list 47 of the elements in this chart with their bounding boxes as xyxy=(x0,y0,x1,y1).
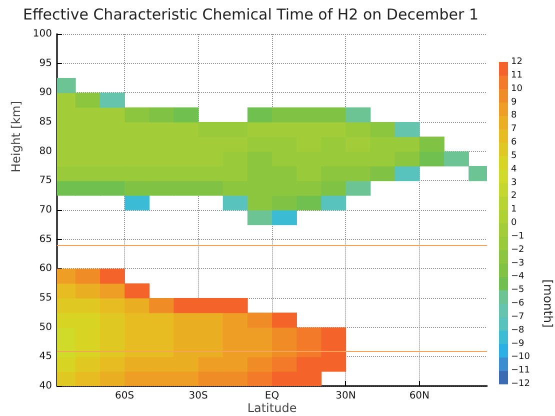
y-tick-label: 85 xyxy=(39,116,52,128)
color-bar-label: 12 xyxy=(511,57,522,67)
x-tick-label: 60N xyxy=(409,390,430,402)
color-bar-label: 10 xyxy=(511,84,523,94)
color-bar-label: −7 xyxy=(511,312,524,322)
y-tick-label: 45 xyxy=(39,351,52,362)
x-axis-title: Latitude xyxy=(247,401,297,415)
chart-title: Effective Characteristic Chemical Time of H2 on December 1 xyxy=(23,6,479,24)
color-bar-label: −1 xyxy=(511,231,524,242)
color-bar-label: −12 xyxy=(511,379,530,389)
y-tick-label: 90 xyxy=(39,87,52,98)
color-bar-label: 6 xyxy=(511,138,517,148)
color-bar-label: −11 xyxy=(511,366,530,376)
color-bar-label: 2 xyxy=(511,191,517,202)
y-tick-label: 65 xyxy=(39,234,52,245)
color-bar-label: 5 xyxy=(511,150,517,161)
y-tick-label: 50 xyxy=(39,322,52,333)
color-bar-label: −5 xyxy=(511,285,524,296)
color-bar-title: [month] xyxy=(541,279,555,328)
color-bar-label: −2 xyxy=(511,244,524,255)
color-bar-label: −4 xyxy=(511,272,525,282)
y-tick-label: 55 xyxy=(39,292,52,304)
color-bar-label: −9 xyxy=(511,338,525,349)
y-tick-label: 95 xyxy=(39,58,52,69)
x-tick-label: 30N xyxy=(336,390,356,402)
y-tick-label: 60 xyxy=(39,263,52,274)
y-tick-label: 70 xyxy=(39,204,52,216)
color-bar-label: 3 xyxy=(511,178,517,188)
color-bar-label: −6 xyxy=(511,298,525,308)
x-tick-label: 30S xyxy=(188,390,208,402)
color-bar-label: −10 xyxy=(511,352,530,362)
y-tick-label: 80 xyxy=(39,146,52,157)
color-bar-label: 0 xyxy=(511,218,517,228)
color-bar-label: 11 xyxy=(511,70,522,80)
y-tick-label: 75 xyxy=(39,175,52,186)
color-bar-label: 9 xyxy=(511,97,517,108)
y-tick-label: 40 xyxy=(39,380,52,392)
color-bar-label: −3 xyxy=(511,258,524,268)
x-tick-label: EQ xyxy=(264,390,280,402)
y-tick-label: 100 xyxy=(32,28,52,40)
y-axis-title: Height [km] xyxy=(9,100,24,172)
color-bar-label: 4 xyxy=(511,164,517,174)
color-bar-label: −8 xyxy=(511,325,525,336)
x-tick-label: 60S xyxy=(115,390,134,402)
color-bar-label: 8 xyxy=(511,110,517,121)
color-bar-label: 1 xyxy=(511,204,517,215)
color-bar-label: 7 xyxy=(511,124,517,134)
